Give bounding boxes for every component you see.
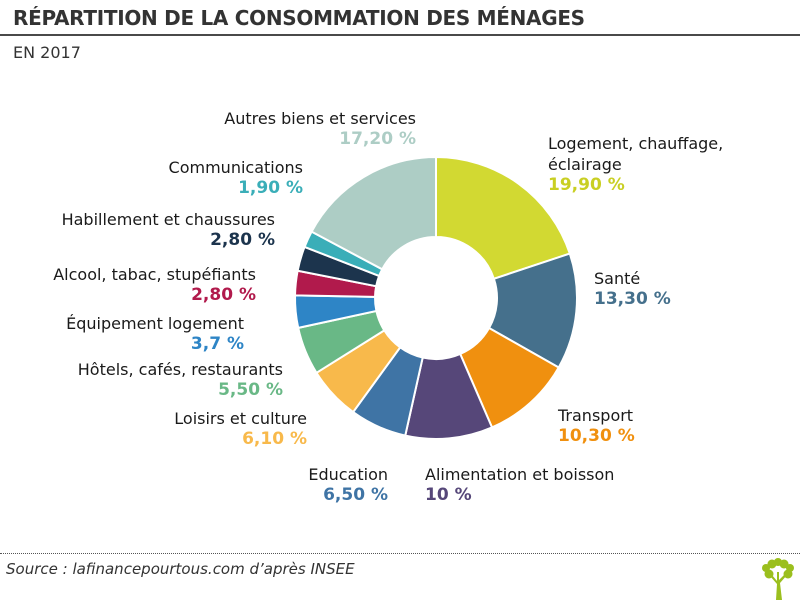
label-sante: Santé 13,30 %	[594, 268, 671, 310]
slice-value: 3,7 %	[190, 334, 244, 354]
slice-value: 5,50 %	[218, 380, 283, 400]
tree-logo-icon	[762, 558, 794, 600]
slice-value: 10 %	[425, 485, 472, 505]
slice-label: Transport	[558, 406, 634, 425]
label-loisirs: Loisirs et culture 6,10 %	[174, 408, 307, 450]
slice-value: 2,80 %	[191, 285, 256, 305]
slice-label: Education	[308, 465, 388, 484]
label-transport: Transport 10,30 %	[558, 405, 635, 447]
label-equipement: Équipement logement 3,7 %	[66, 313, 244, 355]
slice-value: 6,50 %	[323, 485, 388, 505]
slice-label: Autres biens et services	[224, 109, 416, 128]
slice-value: 2,80 %	[210, 230, 275, 250]
chart-title: RÉPARTITION DE LA CONSOMMATION DES MÉNAG…	[13, 6, 585, 30]
slice-label: éclairage	[548, 155, 622, 174]
slice-label: Loisirs et culture	[174, 409, 307, 428]
title-divider	[0, 34, 800, 36]
label-logement: Logement, chauffage, éclairage 19,90 %	[548, 133, 723, 196]
slice-value: 13,30 %	[594, 289, 671, 309]
slice-value: 1,90 %	[238, 178, 303, 198]
footer-divider	[0, 553, 800, 554]
label-habillement: Habillement et chaussures 2,80 %	[62, 209, 275, 251]
chart-subtitle: EN 2017	[13, 43, 81, 62]
label-hotels: Hôtels, cafés, restaurants 5,50 %	[78, 359, 283, 401]
slice-label: Habillement et chaussures	[61, 210, 275, 229]
slice-label: Logement, chauffage,	[548, 134, 724, 153]
slice-label: Santé	[594, 269, 641, 288]
slice-label: Alimentation et boisson	[425, 465, 615, 484]
slice-label: Alcool, tabac, stupéfiants	[53, 265, 256, 284]
label-education: Education 6,50 %	[308, 464, 388, 506]
donut-slice-autres-biens-et-services	[310, 155, 437, 271]
slice-label: Hôtels, cafés, restaurants	[77, 360, 283, 379]
label-autres: Autres biens et services 17,20 %	[224, 108, 416, 150]
label-communications: Communications 1,90 %	[169, 157, 303, 199]
slice-value: 6,10 %	[242, 429, 307, 449]
source-note: Source : lafinancepourtous.com d’après I…	[6, 560, 355, 578]
slice-label: Communications	[168, 158, 303, 177]
label-alcool: Alcool, tabac, stupéfiants 2,80 %	[53, 264, 256, 306]
slice-value: 17,20 %	[339, 129, 416, 149]
slice-value: 10,30 %	[558, 426, 635, 446]
donut-slice-logement-chauffage-eclairage	[435, 155, 572, 281]
label-alimentation: Alimentation et boisson 10 %	[425, 464, 614, 506]
slice-value: 19,90 %	[548, 175, 625, 195]
slice-label: Équipement logement	[66, 314, 244, 333]
